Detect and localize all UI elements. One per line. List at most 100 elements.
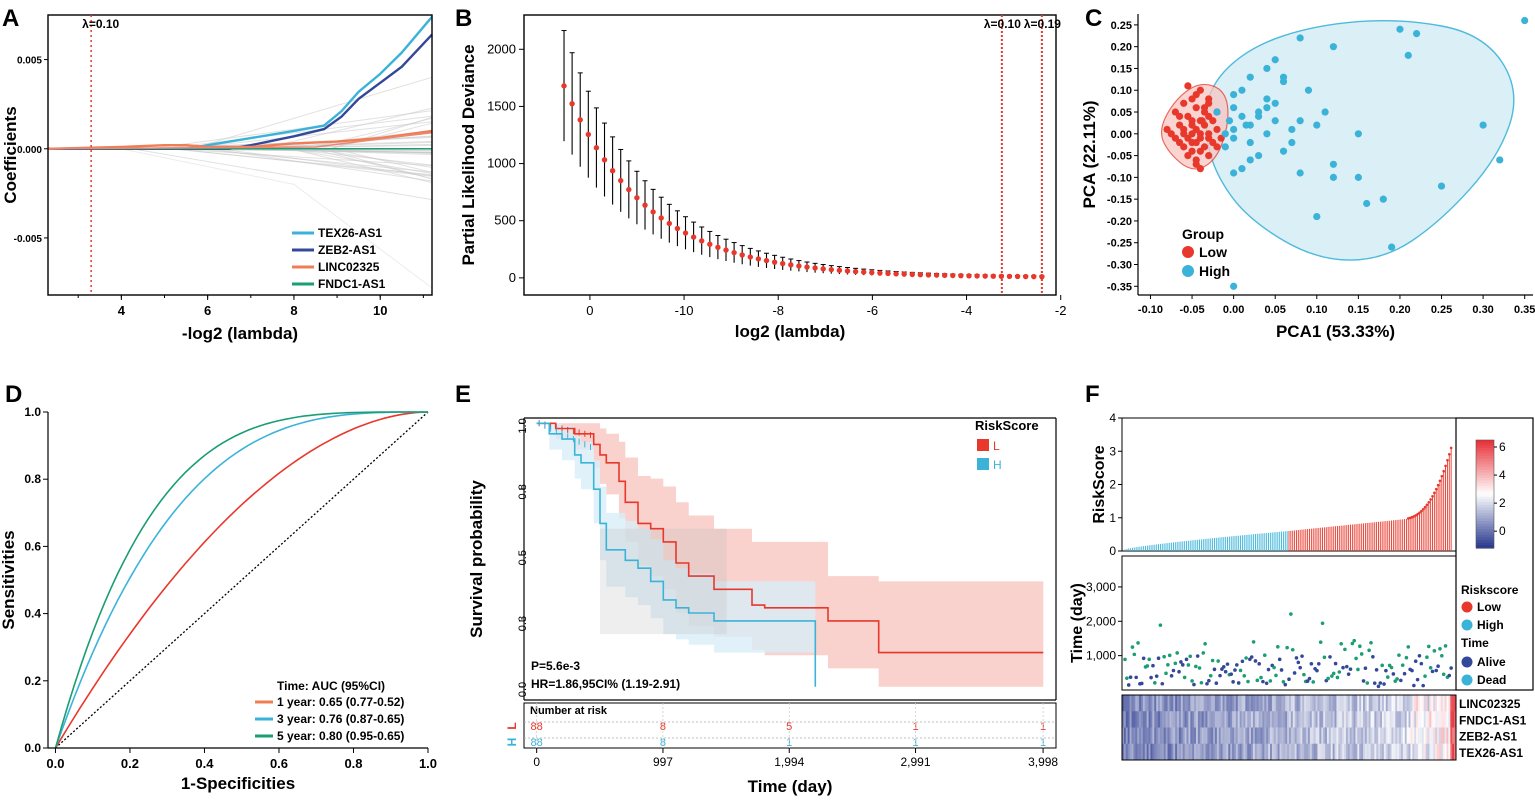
colorbar-tick-label: 6 bbox=[1499, 440, 1506, 454]
x-tick-label: 6 bbox=[204, 303, 211, 318]
legend-title: Time: AUC (95%CI) bbox=[277, 679, 385, 693]
y-tick-label: 0.005 bbox=[17, 56, 42, 67]
survival-time-point bbox=[1406, 645, 1410, 649]
x-tick-label: 1,994 bbox=[774, 755, 804, 769]
survival-time-point bbox=[1418, 654, 1422, 658]
survival-time-point bbox=[1146, 664, 1150, 668]
legend-title: Group bbox=[1182, 226, 1224, 242]
y-tick-label: 0.10 bbox=[1111, 85, 1132, 97]
x-tick-label: 0.00 bbox=[1223, 304, 1244, 316]
survival-time-point bbox=[1147, 658, 1151, 662]
time-legend-label-dead: Dead bbox=[1477, 673, 1506, 687]
x-tick-label: 3,998 bbox=[1028, 755, 1058, 769]
survival-time-point bbox=[1442, 672, 1446, 676]
heatmap-row-label: LINC02325 bbox=[1459, 697, 1521, 711]
survival-time-point bbox=[1347, 672, 1351, 676]
y-tick-label: 3 bbox=[1109, 444, 1116, 458]
survival-time-point bbox=[1336, 676, 1340, 680]
pca-point-low bbox=[1213, 126, 1220, 133]
coefficient-path-tex26-as1 bbox=[48, 17, 432, 149]
heatmap-row-label: FNDC1-AS1 bbox=[1459, 713, 1527, 727]
survival-time-point bbox=[1339, 642, 1343, 646]
pca-point-high bbox=[1247, 139, 1254, 146]
x-axis-title: -log2 (lambda) bbox=[182, 324, 298, 343]
survival-time-point bbox=[1425, 655, 1429, 659]
survival-time-point bbox=[1168, 654, 1172, 658]
pca-point-low bbox=[1188, 139, 1195, 146]
survival-time-point bbox=[1183, 676, 1187, 680]
pca-point-high bbox=[1226, 117, 1233, 124]
deviance-point bbox=[901, 271, 906, 276]
survival-time-point bbox=[1319, 640, 1323, 644]
panel-e-letter: E bbox=[455, 381, 471, 408]
deviance-point bbox=[829, 267, 834, 272]
survival-time-point bbox=[1172, 669, 1176, 673]
x-tick-label: 0.4 bbox=[195, 756, 214, 771]
survival-time-point bbox=[1142, 656, 1146, 660]
survival-time-point bbox=[1274, 674, 1278, 678]
x-tick-label: -0.10 bbox=[1138, 304, 1163, 316]
p-value-text: P=5.6e-3 bbox=[531, 659, 580, 673]
survival-time-point bbox=[1269, 679, 1273, 683]
survival-time-point bbox=[1298, 666, 1302, 670]
survival-time-point bbox=[1345, 665, 1349, 669]
deviance-point bbox=[1031, 274, 1036, 279]
colorbar-tick-label: 4 bbox=[1499, 468, 1506, 482]
pca-point-high bbox=[1313, 121, 1320, 128]
legend-label-high: High bbox=[1199, 263, 1230, 279]
legend-title: RiskScore bbox=[975, 418, 1039, 433]
legend-label-1: 3 year: 0.76 (0.87-0.65) bbox=[277, 712, 404, 726]
x-axis-title: log2 (lambda) bbox=[735, 322, 846, 341]
deviance-point bbox=[853, 269, 858, 274]
deviance-point bbox=[974, 273, 979, 278]
pca-point-high bbox=[1363, 200, 1370, 207]
colorbar-tick-label: 0 bbox=[1499, 524, 1506, 538]
x-tick-label: 0.25 bbox=[1431, 304, 1452, 316]
survival-time-point bbox=[1326, 677, 1330, 681]
risk-score-point bbox=[1450, 447, 1453, 450]
survival-time-point bbox=[1317, 662, 1321, 666]
time-legend-swatch-dead bbox=[1462, 675, 1473, 686]
survival-time-point bbox=[1297, 661, 1301, 665]
x-tick-label: -8 bbox=[772, 303, 784, 318]
survival-time-point bbox=[1257, 662, 1261, 666]
survival-time-point bbox=[1343, 648, 1347, 652]
survival-time-point bbox=[1131, 645, 1135, 649]
survival-time-point bbox=[1265, 681, 1269, 685]
survival-time-point bbox=[1235, 663, 1239, 667]
survival-time-point bbox=[1226, 662, 1230, 666]
survival-time-point bbox=[1360, 652, 1364, 656]
pca-point-high bbox=[1255, 152, 1262, 159]
deviance-point bbox=[602, 157, 607, 162]
pca-point-high bbox=[1330, 174, 1337, 181]
survival-time-point bbox=[1302, 673, 1306, 677]
pca-point-high bbox=[1355, 174, 1362, 181]
y-tick-label: 1,000 bbox=[1086, 649, 1116, 663]
x-tick-label: 0.6 bbox=[270, 756, 288, 771]
survival-time-point bbox=[1293, 671, 1297, 675]
x-tick-label: 997 bbox=[653, 755, 673, 769]
deviance-point bbox=[756, 256, 761, 261]
deviance-point bbox=[788, 262, 793, 267]
pca-point-high bbox=[1238, 165, 1245, 172]
risk-score-point bbox=[1442, 470, 1445, 473]
x-tick-label: 0.30 bbox=[1472, 304, 1493, 316]
risk-score-point bbox=[1446, 459, 1449, 462]
heatmap-row-label: ZEB2-AS1 bbox=[1459, 730, 1517, 744]
riskscore-legend-swatch-low bbox=[1462, 602, 1473, 613]
survival-time-point bbox=[1207, 679, 1211, 683]
plot-frame bbox=[524, 15, 1056, 295]
pca-point-high bbox=[1322, 108, 1329, 115]
pca-point-low bbox=[1176, 113, 1183, 120]
pca-point-high bbox=[1263, 104, 1270, 111]
pca-point-low bbox=[1193, 91, 1200, 98]
survival-time-point bbox=[1291, 648, 1295, 652]
pca-point-high bbox=[1272, 117, 1279, 124]
survival-time-point bbox=[1390, 666, 1394, 670]
deviance-point bbox=[618, 178, 623, 183]
legend-label-2: 5 year: 0.80 (0.95-0.65) bbox=[277, 729, 404, 743]
survival-time-point bbox=[1252, 640, 1256, 644]
pca-point-low bbox=[1201, 104, 1208, 111]
